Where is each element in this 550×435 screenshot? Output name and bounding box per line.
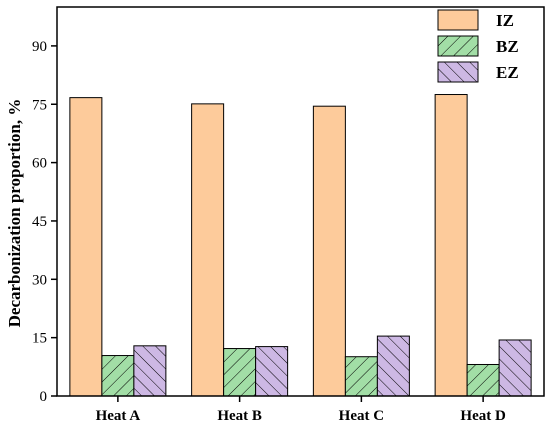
legend-swatch-iz [437, 9, 479, 31]
y-tick-label: 30 [32, 272, 47, 288]
y-tick-label: 0 [40, 389, 48, 405]
bar-bz-heat-c [344, 356, 378, 397]
legend: IZ BZ EZ [437, 9, 519, 83]
bar-iz-heat-d [434, 94, 468, 397]
legend-swatch-bz [437, 35, 479, 57]
y-tick-label: 75 [32, 97, 47, 113]
bar-ez-heat-a [133, 345, 167, 397]
y-tick-label: 15 [32, 331, 47, 347]
plot-frame [56, 6, 545, 397]
x-category-label: Heat C [339, 408, 384, 424]
x-category-label: Heat D [460, 408, 506, 424]
bar-ez-heat-c [376, 335, 410, 397]
x-axis-categories: Heat A Heat B Heat C Heat D [96, 396, 506, 424]
y-tick-label: 60 [32, 156, 47, 172]
bar-bz-heat-d [466, 363, 500, 397]
bar-ez-heat-d [498, 339, 532, 397]
bar-bz-heat-b [223, 348, 257, 397]
y-tick-label: 90 [32, 39, 47, 55]
y-axis-title: Decarbonization proportion, % [5, 99, 24, 328]
bars-group [69, 94, 532, 397]
bar-iz-heat-b [191, 103, 225, 397]
bar-ez-heat-b [255, 346, 289, 397]
legend-swatch-ez [437, 61, 479, 83]
x-category-label: Heat A [96, 408, 141, 424]
bar-iz-heat-a [69, 97, 103, 397]
y-axis-ticks: 0 15 30 45 60 75 90 [32, 39, 57, 405]
legend-label-iz: IZ [496, 11, 514, 30]
legend-label-ez: EZ [496, 63, 519, 82]
bar-bz-heat-a [101, 355, 135, 397]
bar-iz-heat-c [312, 105, 346, 397]
y-tick-label: 45 [32, 214, 47, 230]
x-category-label: Heat B [217, 408, 262, 424]
legend-label-bz: BZ [496, 37, 519, 56]
